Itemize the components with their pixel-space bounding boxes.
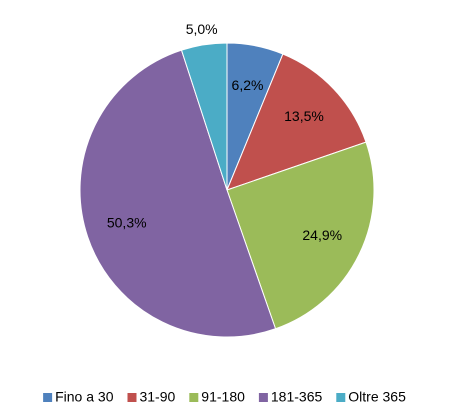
pie-slice [79,49,277,338]
legend-label: Fino a 30 [55,389,114,405]
legend-label: Oltre 365 [348,389,406,405]
data-label: 50,3% [107,215,147,231]
pie-slice [180,42,228,191]
legend-swatch [258,393,268,402]
legend-swatch [336,393,346,402]
legend-swatch [127,393,137,402]
data-label: 24,9% [302,227,342,243]
data-label: 5,0% [186,21,218,37]
pie-slice [226,141,375,330]
legend-label: 31-90 [139,389,175,405]
legend-swatch [43,393,53,402]
pie-slice [226,53,367,191]
data-label: 13,5% [284,108,324,124]
legend-label: 91-180 [201,389,245,405]
legend-swatch [189,393,199,402]
legend-label: 181-365 [271,389,323,405]
data-label: 6,2% [232,77,264,93]
